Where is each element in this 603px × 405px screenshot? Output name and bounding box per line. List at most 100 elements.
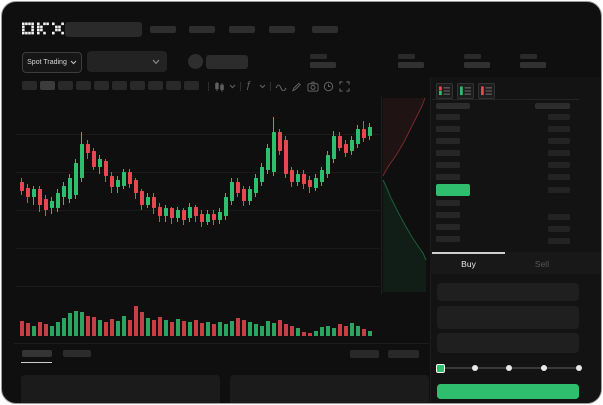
- bid-row-price-skeleton[interactable]: [436, 224, 460, 230]
- last-price-highlight[interactable]: [436, 184, 470, 196]
- volume-bar: [337, 324, 342, 336]
- volume-bar: [349, 323, 354, 336]
- interval-button[interactable]: [166, 81, 181, 90]
- interval-button[interactable]: [40, 81, 55, 90]
- chevron-down-icon[interactable]: [229, 84, 236, 89]
- interval-button[interactable]: [58, 81, 73, 90]
- candle-body: [187, 206, 192, 218]
- avatar[interactable]: [188, 54, 203, 69]
- candle-body: [337, 136, 342, 148]
- ask-row-price-skeleton[interactable]: [436, 162, 460, 168]
- volume-bar: [247, 322, 252, 336]
- slider-handle[interactable]: [435, 363, 445, 373]
- ask-row-price-skeleton[interactable]: [436, 126, 460, 132]
- volume-bar: [343, 326, 348, 336]
- candle-body: [163, 208, 168, 216]
- indicators-icon[interactable]: ƒ: [246, 80, 252, 91]
- candle-body: [223, 197, 228, 216]
- nav-item-skeleton[interactable]: [312, 26, 338, 33]
- bid-row-price-skeleton[interactable]: [436, 212, 460, 218]
- orderbook-header-price: [436, 103, 470, 109]
- candles-style-icon[interactable]: [214, 81, 225, 92]
- slider-stop-dot[interactable]: [506, 365, 513, 371]
- slider-stop-dot[interactable]: [471, 365, 478, 371]
- candle-body: [169, 208, 174, 218]
- orderbook-view-combined-icon[interactable]: [436, 83, 453, 99]
- bottom-tab-active-indicator: [21, 361, 52, 363]
- interval-button[interactable]: [94, 81, 109, 90]
- ask-row-amount-skeleton: [548, 138, 570, 144]
- bid-row-amount-skeleton: [548, 214, 570, 220]
- history-clock-icon[interactable]: [323, 81, 334, 92]
- submit-buy-button[interactable]: [437, 384, 579, 399]
- gridline: [16, 210, 380, 211]
- volume-bar: [37, 321, 42, 336]
- ticker-stat-value-skeleton: [520, 61, 546, 68]
- order-total-field[interactable]: [437, 333, 579, 353]
- nav-item-skeleton[interactable]: [150, 26, 176, 33]
- bottom-bar-button[interactable]: [388, 349, 419, 358]
- volume-bar: [109, 319, 114, 336]
- volume-bar: [169, 321, 174, 336]
- tab-buy[interactable]: Buy: [432, 254, 505, 273]
- volume-bar: [139, 312, 144, 336]
- volume-bar: [91, 317, 96, 336]
- line-tool-icon[interactable]: [275, 83, 287, 91]
- slider-stop-dot[interactable]: [576, 365, 582, 371]
- candle-body: [25, 187, 30, 197]
- volume-bar: [223, 324, 228, 336]
- candle-body: [361, 128, 366, 139]
- volume-bar: [97, 319, 102, 336]
- candle-body: [289, 170, 294, 182]
- candle-body: [19, 181, 24, 192]
- bid-row-price-skeleton[interactable]: [436, 200, 460, 206]
- fullscreen-icon[interactable]: [339, 81, 350, 92]
- interval-button[interactable]: [148, 81, 163, 90]
- bottom-tab-active[interactable]: [22, 350, 52, 357]
- nav-item-skeleton[interactable]: [269, 26, 295, 33]
- candle-body: [31, 189, 36, 197]
- candle-body: [247, 189, 252, 201]
- volume-bar: [145, 318, 150, 336]
- candle-body: [193, 206, 198, 216]
- market-type-dropdown[interactable]: Spot Trading: [22, 52, 82, 73]
- ticker-stat-label-skeleton: [520, 54, 537, 59]
- volume-bar: [319, 327, 324, 336]
- interval-button[interactable]: [22, 81, 37, 90]
- interval-button[interactable]: [76, 81, 91, 90]
- chevron-down-icon[interactable]: [259, 84, 266, 89]
- volume-bar: [265, 321, 270, 336]
- order-amount-field[interactable]: [437, 306, 579, 329]
- interval-button[interactable]: [112, 81, 127, 90]
- amount-slider[interactable]: [435, 360, 585, 376]
- interval-button[interactable]: [184, 81, 199, 90]
- gridline: [16, 248, 380, 249]
- order-price-field[interactable]: [437, 283, 579, 301]
- ticker-stat-label-skeleton: [464, 54, 481, 59]
- header-action-button[interactable]: [206, 55, 248, 69]
- draw-pencil-icon[interactable]: [291, 81, 302, 92]
- orderbook-view-asks-icon[interactable]: [478, 83, 495, 99]
- okx-logo[interactable]: [22, 22, 66, 36]
- orderbook-view-bids-icon[interactable]: [457, 83, 474, 99]
- candle-body: [271, 132, 276, 173]
- search-input[interactable]: [65, 22, 142, 37]
- ask-row-price-skeleton[interactable]: [436, 150, 460, 156]
- nav-item-skeleton[interactable]: [229, 26, 255, 33]
- gridline: [16, 134, 380, 135]
- interval-button[interactable]: [130, 81, 145, 90]
- pair-selector-dropdown[interactable]: [87, 51, 167, 72]
- bottom-tab[interactable]: [63, 350, 91, 357]
- volume-bar: [19, 320, 24, 336]
- nav-item-skeleton[interactable]: [189, 26, 215, 33]
- bid-row-price-skeleton[interactable]: [436, 236, 460, 242]
- candle-body: [133, 179, 138, 194]
- ask-row-price-skeleton[interactable]: [436, 174, 460, 180]
- camera-icon[interactable]: [307, 81, 319, 92]
- candle-body: [145, 197, 150, 205]
- slider-stop-dot[interactable]: [541, 365, 548, 371]
- tab-sell[interactable]: Sell: [505, 254, 579, 273]
- bottom-bar-button[interactable]: [350, 349, 379, 358]
- ask-row-price-skeleton[interactable]: [436, 114, 460, 120]
- ask-row-price-skeleton[interactable]: [436, 138, 460, 144]
